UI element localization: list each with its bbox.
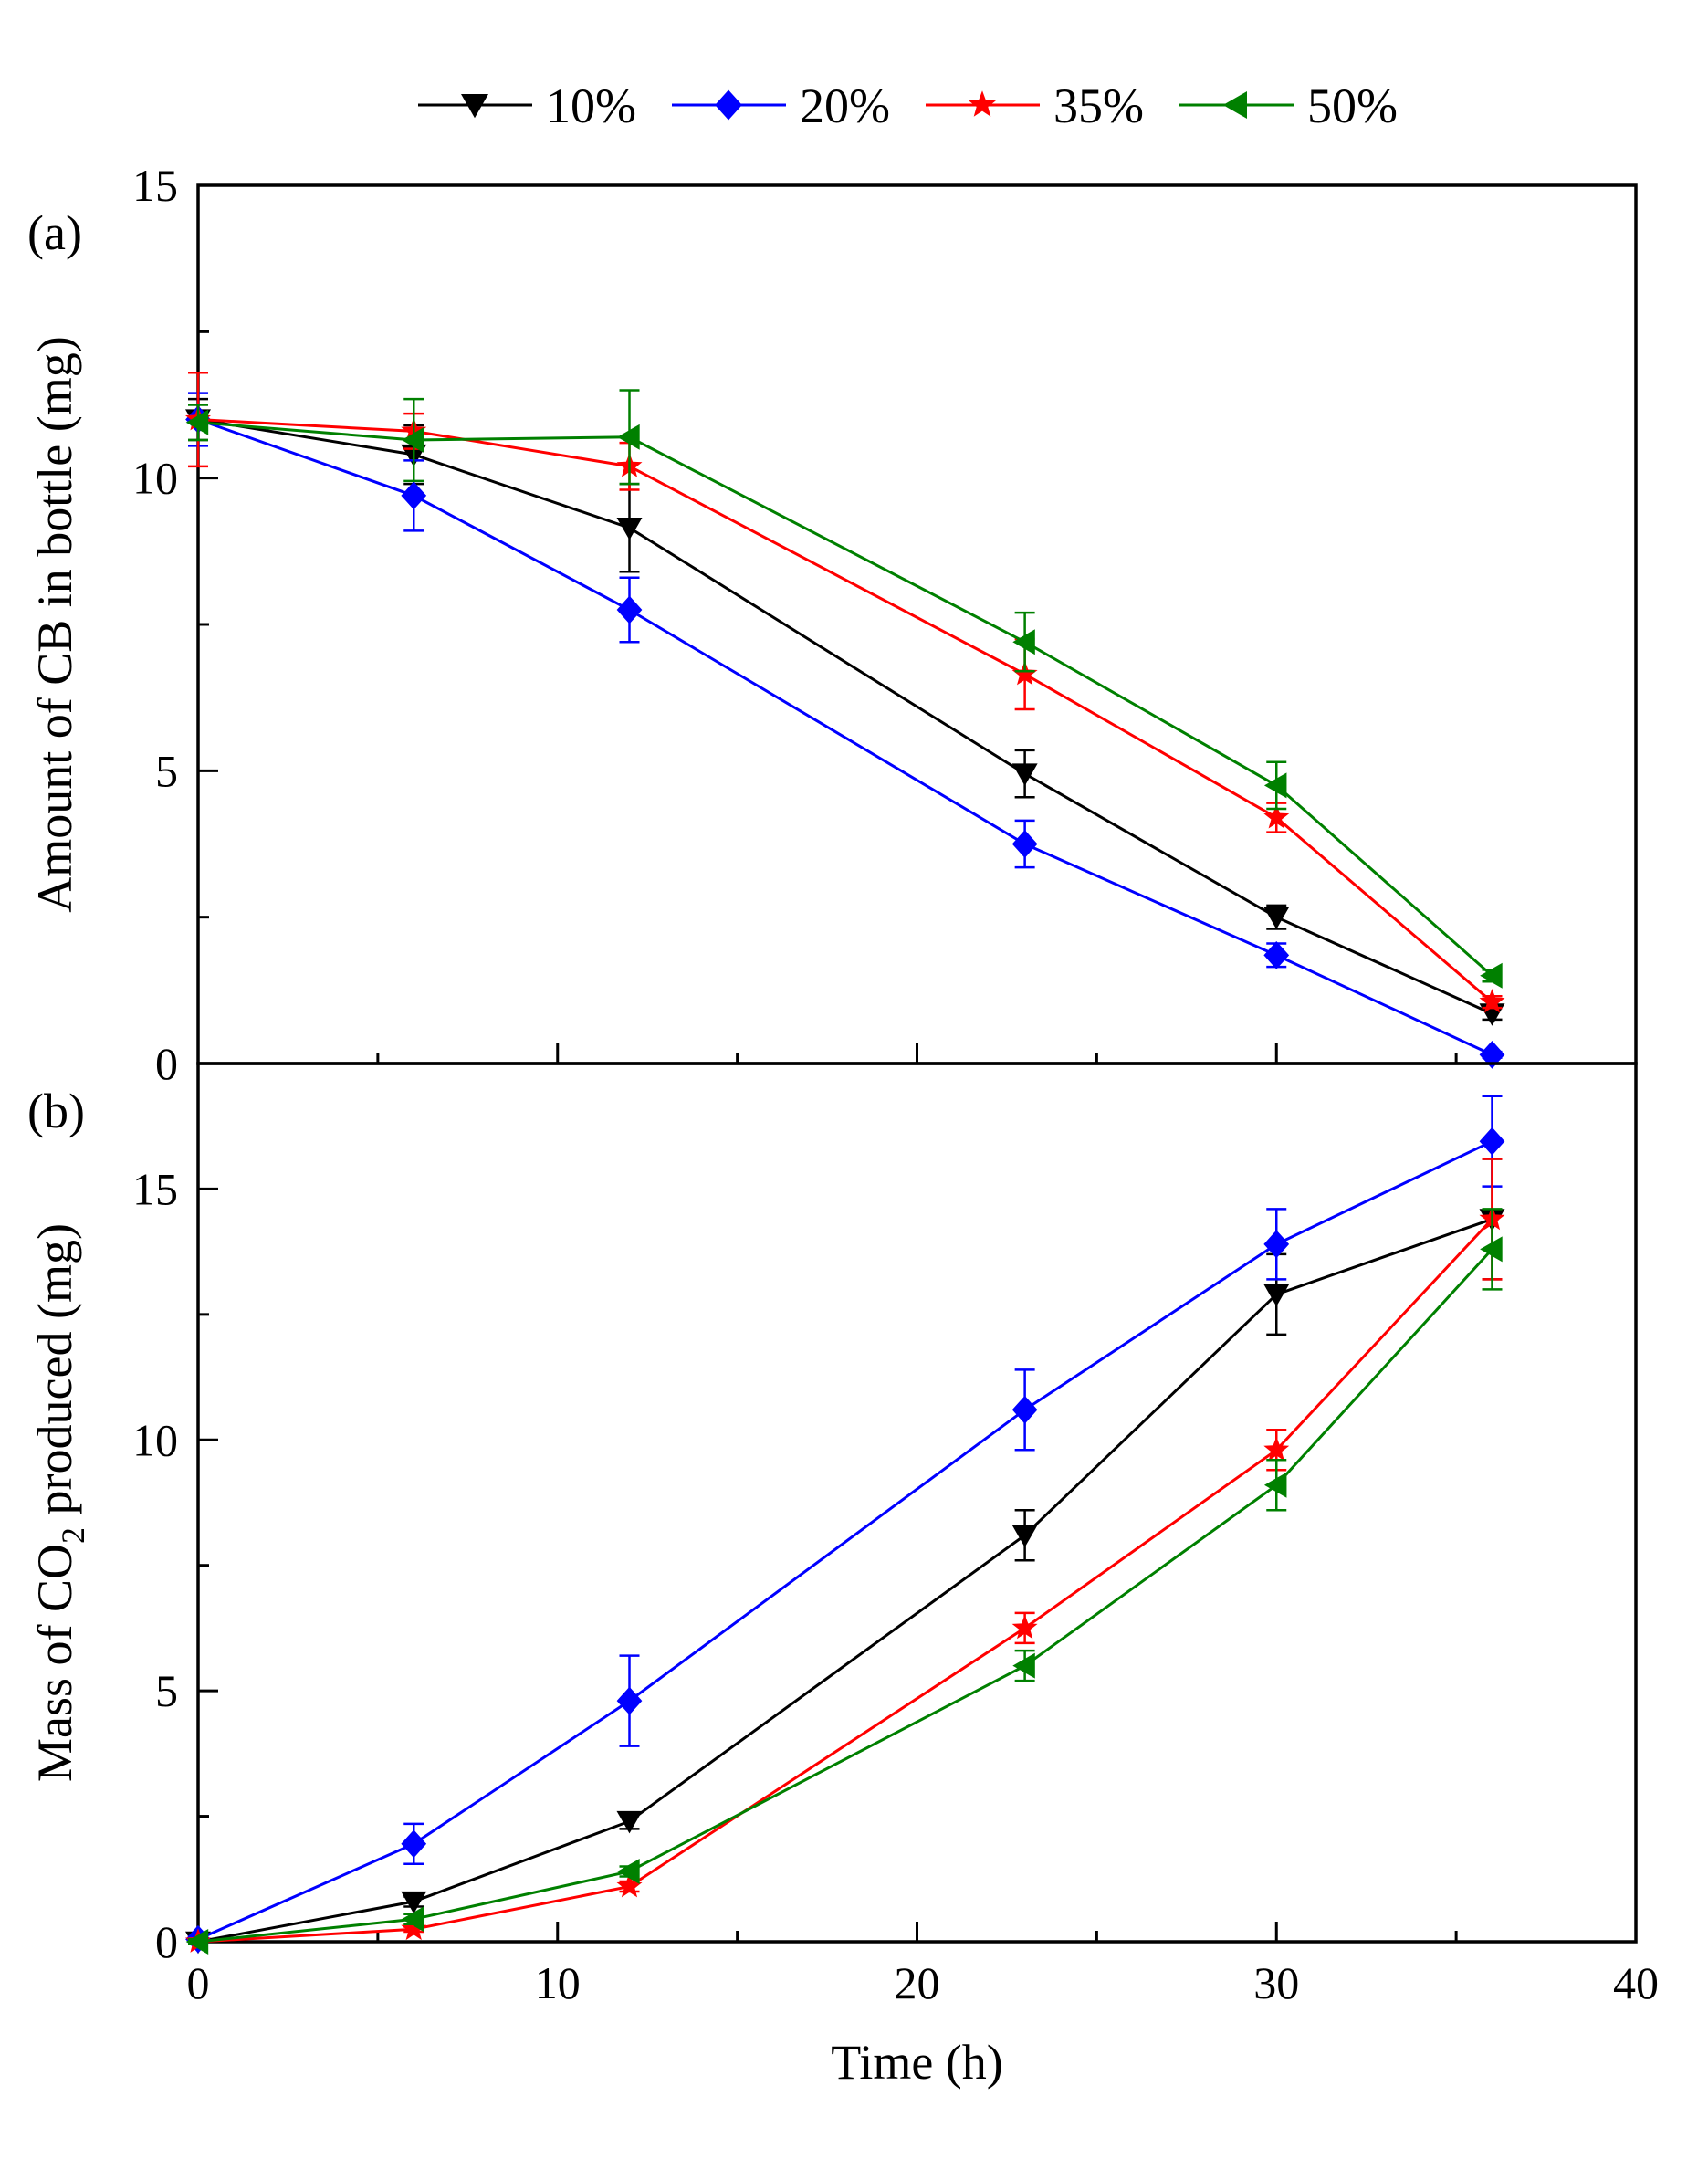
panel-b-y-axis-title: Mass of CO2 produced (mg) (27, 1223, 91, 1782)
panel-a-point-20 (1011, 830, 1038, 858)
panel-b-point-35 (616, 1872, 643, 1898)
panel-a-point-35 (1263, 803, 1290, 829)
panel-a-series-line-35 (197, 418, 1493, 1003)
panel-b-series-line-10 (197, 1217, 1493, 1944)
panel-a-point-20 (616, 595, 643, 624)
panel-b-point-50 (1012, 1652, 1035, 1679)
panel-a-series-20 (185, 392, 1505, 1069)
panel-a-series-line-20 (197, 418, 1493, 1056)
panel-a-point-50 (1480, 962, 1503, 989)
panel-a-series-line-10 (197, 418, 1493, 1015)
panel-b-point-20 (1011, 1395, 1038, 1424)
panel-b-series-50 (185, 1208, 1503, 1955)
panel-a-series-35 (185, 371, 1505, 1013)
panel-b-series-10 (185, 1158, 1505, 1955)
panel-a-point-50 (617, 424, 640, 450)
panel-b-point-20 (1479, 1127, 1505, 1156)
panel-a-y-tick-label: 15 (132, 160, 178, 211)
panel-b-y-tick-label: 15 (132, 1163, 178, 1214)
panel-a-point-50 (401, 426, 424, 453)
panel-b-point-50 (1263, 1472, 1287, 1498)
panel-b-y-tick-label: 0 (155, 1916, 178, 1967)
panel-a-point-35 (1479, 989, 1505, 1013)
panel-a-point-10 (616, 517, 643, 540)
panel-b-series-35 (185, 1158, 1505, 1953)
panel-a-point-50 (185, 409, 209, 435)
panel-a-axes-frame (196, 183, 1638, 1065)
panel-a-y-tick-label: 10 (132, 453, 178, 504)
legend-item-35: 35% (926, 79, 1144, 133)
panel-b-point-50 (617, 1859, 640, 1885)
panel-b-x-axis-title: Time (h) (831, 2035, 1003, 2090)
panel-b: 0 10 20 30 40 0 5 10 15 (b) Mass of CO2 produced (… (27, 1062, 1659, 2090)
panel-a-point-50 (1012, 629, 1035, 655)
panel-b-x-tick-label: 20 (895, 1957, 940, 2008)
panel-a-point-10 (1011, 763, 1038, 786)
panel-b-axes-frame (196, 1062, 1638, 1944)
panel-b-series-line-50 (197, 1248, 1493, 1944)
panel-b-y-tick-label: 10 (132, 1414, 178, 1465)
legend-label: 50% (1307, 79, 1398, 133)
panel-b-point-20 (616, 1686, 643, 1715)
panel-a-series-10 (185, 397, 1505, 1026)
legend-item-10: 10% (418, 79, 636, 133)
panel-a: 0 5 10 15 (a) Amount of CB in bottle (mg) (27, 160, 1638, 1089)
panel-b-x-tick-label: 40 (1613, 1957, 1659, 2008)
panel-a-point-35 (1011, 660, 1038, 686)
panel-a-point-50 (1263, 772, 1287, 799)
panel-b-series-line-20 (197, 1139, 1493, 1941)
panel-a-point-10 (1263, 907, 1290, 929)
panel-a-point-20 (1263, 940, 1290, 969)
y-axis-title-main: Mass of CO (27, 1544, 82, 1782)
panel-a-point-20 (401, 481, 427, 510)
panel-b-x-tick-label: 0 (187, 1957, 210, 2008)
panel-b-point-35 (1011, 1614, 1038, 1640)
panel-b-point-10 (1263, 1284, 1290, 1307)
y-axis-title-tail: produced (mg) (27, 1223, 82, 1527)
legend-item-50: 50% (1179, 79, 1398, 133)
panel-b-point-35 (401, 1915, 427, 1941)
panel-b-point-10 (1011, 1525, 1038, 1548)
legend-label: 20% (800, 79, 890, 133)
panel-b-point-50 (185, 1929, 209, 1955)
y-axis-title-subscript: 2 (55, 1527, 91, 1544)
panel-a-series-line-50 (197, 421, 1493, 977)
panel-a-y-tick-label: 5 (155, 745, 178, 796)
panel-b-point-50 (401, 1906, 424, 1933)
panel-b-point-20 (401, 1829, 427, 1859)
panel-a-y-axis-title: Amount of CB in bottle (mg) (27, 336, 82, 912)
legend: 10% 20% 35% 50% (418, 79, 1398, 133)
legend-marker-20 (715, 89, 742, 121)
panel-b-x-tick-label: 10 (535, 1957, 581, 2008)
panel-b-x-tick-label: 30 (1253, 1957, 1299, 2008)
panel-b-point-20 (1263, 1230, 1290, 1259)
panel-a-point-20 (1479, 1040, 1505, 1069)
panel-b-point-50 (1480, 1236, 1503, 1263)
legend-item-20: 20% (672, 79, 890, 133)
panel-a-y-tick-label: 0 (155, 1038, 178, 1089)
panel-b-point-35 (1263, 1436, 1290, 1462)
legend-marker-10 (461, 94, 488, 119)
panel-b-series-20 (185, 1095, 1505, 1954)
legend-label: 10% (546, 79, 636, 133)
panel-b-point-10 (401, 1891, 427, 1914)
legend-marker-50 (1222, 91, 1247, 119)
panel-a-series-50 (185, 389, 1503, 989)
legend-label: 35% (1053, 79, 1144, 133)
panel-b-y-tick-label: 5 (155, 1665, 178, 1716)
panel-a-label: (a) (27, 205, 82, 260)
panel-b-series-line-35 (197, 1218, 1493, 1944)
panel-b-point-10 (616, 1810, 643, 1834)
legend-marker-35 (969, 90, 996, 117)
panel-b-label: (b) (27, 1084, 85, 1138)
